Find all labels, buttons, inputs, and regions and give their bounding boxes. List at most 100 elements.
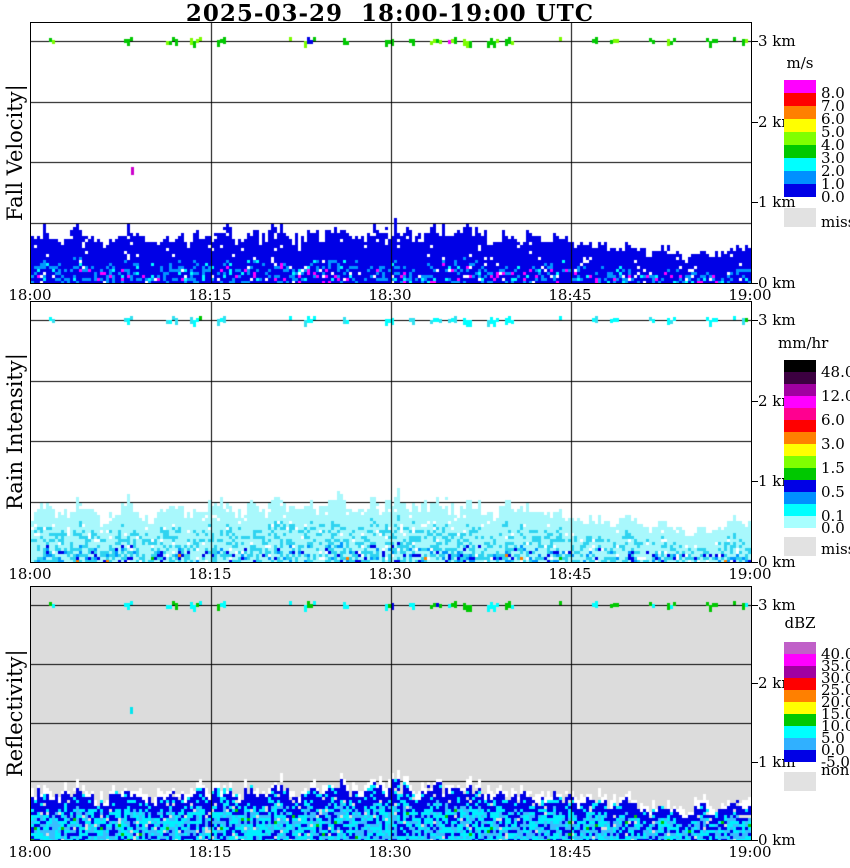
- height-tick: [751, 481, 758, 483]
- height-tick: [751, 683, 758, 685]
- legend-color-block: [784, 642, 816, 654]
- legend-value-label: 15.0: [821, 705, 850, 723]
- legend-value-label: 30.0: [821, 669, 850, 687]
- height-tick: [751, 761, 758, 763]
- legend-color-block: [784, 480, 816, 492]
- legend-color-block: [784, 432, 816, 444]
- legend-color-block: [784, 372, 816, 384]
- legend-value-label: 48.0: [821, 363, 850, 381]
- legend-value-label: 5.0: [821, 123, 845, 141]
- legend-color-block: [784, 444, 816, 456]
- legend-value-label: 6.0: [821, 411, 845, 429]
- legend-title-rain-intensity: mm/hr: [778, 334, 829, 352]
- time-tick-label: 18:00: [8, 565, 52, 583]
- legend-color-block: [784, 750, 816, 762]
- legend-color-block: [784, 714, 816, 726]
- legend-missing-label: miss: [821, 540, 850, 558]
- legend-value-label: 6.0: [821, 110, 845, 128]
- height-tick: [751, 562, 758, 563]
- time-tick-label: 18:45: [548, 565, 592, 583]
- legend-value-label: 40.0: [821, 645, 850, 663]
- legend-value-label: 10.0: [821, 717, 850, 735]
- legend-value-label: -5.0: [821, 753, 850, 771]
- legend-missing-block: [784, 208, 816, 227]
- time-tick-label: 18:15: [188, 286, 232, 304]
- legend-value-label: 1.5: [821, 459, 845, 477]
- legend-color-block: [784, 106, 816, 119]
- legend-color-block: [784, 456, 816, 468]
- legend-color-block: [784, 492, 816, 504]
- time-tick-label: 18:00: [8, 286, 52, 304]
- time-tick-label: 18:15: [188, 565, 232, 583]
- height-tick: [751, 121, 758, 123]
- time-tick-label: 18:15: [188, 843, 232, 861]
- legend-value-label: 1.0: [821, 175, 845, 193]
- legend-color-block: [784, 93, 816, 106]
- legend-missing-block: [784, 537, 816, 556]
- legend-missing-label: none: [821, 761, 850, 779]
- legend-color-block: [784, 80, 816, 93]
- legend-value-label: 20.0: [821, 693, 850, 711]
- time-tick-label: 18:30: [368, 843, 412, 861]
- legend-color-block: [784, 420, 816, 432]
- time-tick-label: 19:00: [728, 843, 772, 861]
- reflectivity-heatmap: [31, 587, 751, 840]
- time-tick-label: 18:45: [548, 286, 592, 304]
- height-tick-label: 3 km: [758, 32, 796, 50]
- time-tick-label: 18:45: [548, 843, 592, 861]
- panel-label-reflectivity: Reflectivity|: [3, 649, 27, 778]
- legend-color-block: [784, 468, 816, 480]
- height-tick: [751, 840, 758, 841]
- legend-color-block: [784, 666, 816, 678]
- legend-value-label: 25.0: [821, 681, 850, 699]
- heatmap-panel-reflectivity: [30, 586, 752, 841]
- height-tick: [751, 320, 758, 321]
- legend-missing-block: [784, 772, 816, 791]
- time-tick-label: 19:00: [728, 565, 772, 583]
- legend-title-reflectivity: dBZ: [784, 614, 816, 632]
- height-tick-label: 3 km: [758, 596, 796, 614]
- legend-value-label: 0.0: [821, 741, 845, 759]
- legend-value-label: 7.0: [821, 97, 845, 115]
- height-tick-label: 0 km: [758, 553, 796, 571]
- legend-value-label: 0.0: [821, 188, 845, 206]
- legend-value-label: 0.0: [821, 519, 845, 537]
- legend-color-block: [784, 702, 816, 714]
- legend-value-label: 0.5: [821, 483, 845, 501]
- legend-value-label: 8.0: [821, 84, 845, 102]
- legend-color-block: [784, 726, 816, 738]
- panel-label-rain-intensity: Rain Intensity|: [3, 353, 27, 511]
- legend-color-block: [784, 654, 816, 666]
- legend-value-label: 3.0: [821, 149, 845, 167]
- legend-color-block: [784, 360, 816, 372]
- legend-value-label: 35.0: [821, 657, 850, 675]
- legend-color-block: [784, 171, 816, 184]
- height-tick-label: 3 km: [758, 311, 796, 329]
- height-tick-label: 0 km: [758, 831, 796, 849]
- height-tick: [751, 605, 758, 606]
- time-tick-label: 18:30: [368, 286, 412, 304]
- legend-color-block: [784, 158, 816, 171]
- panel-label-fall-velocity: Fall Velocity|: [3, 84, 27, 222]
- height-tick: [751, 202, 758, 204]
- heatmap-panel-rain-intensity: [30, 301, 752, 563]
- legend-color-block: [784, 145, 816, 158]
- legend-value-label: 4.0: [821, 136, 845, 154]
- heatmap-panel-fall-velocity: [30, 22, 752, 284]
- legend-missing-label: miss: [821, 213, 850, 231]
- legend-color-block: [784, 408, 816, 420]
- height-tick: [751, 41, 758, 42]
- legend-color-block: [784, 119, 816, 132]
- legend-color-block: [784, 738, 816, 750]
- legend-value-label: 0.1: [821, 507, 845, 525]
- rain-intensity-heatmap: [31, 302, 751, 562]
- fall-velocity-heatmap: [31, 23, 751, 283]
- legend-color-block: [784, 132, 816, 145]
- legend-value-label: 2.0: [821, 162, 845, 180]
- time-tick-label: 18:30: [368, 565, 412, 583]
- height-tick: [751, 400, 758, 402]
- legend-color-block: [784, 504, 816, 516]
- time-tick-label: 19:00: [728, 286, 772, 304]
- legend-color-block: [784, 384, 816, 396]
